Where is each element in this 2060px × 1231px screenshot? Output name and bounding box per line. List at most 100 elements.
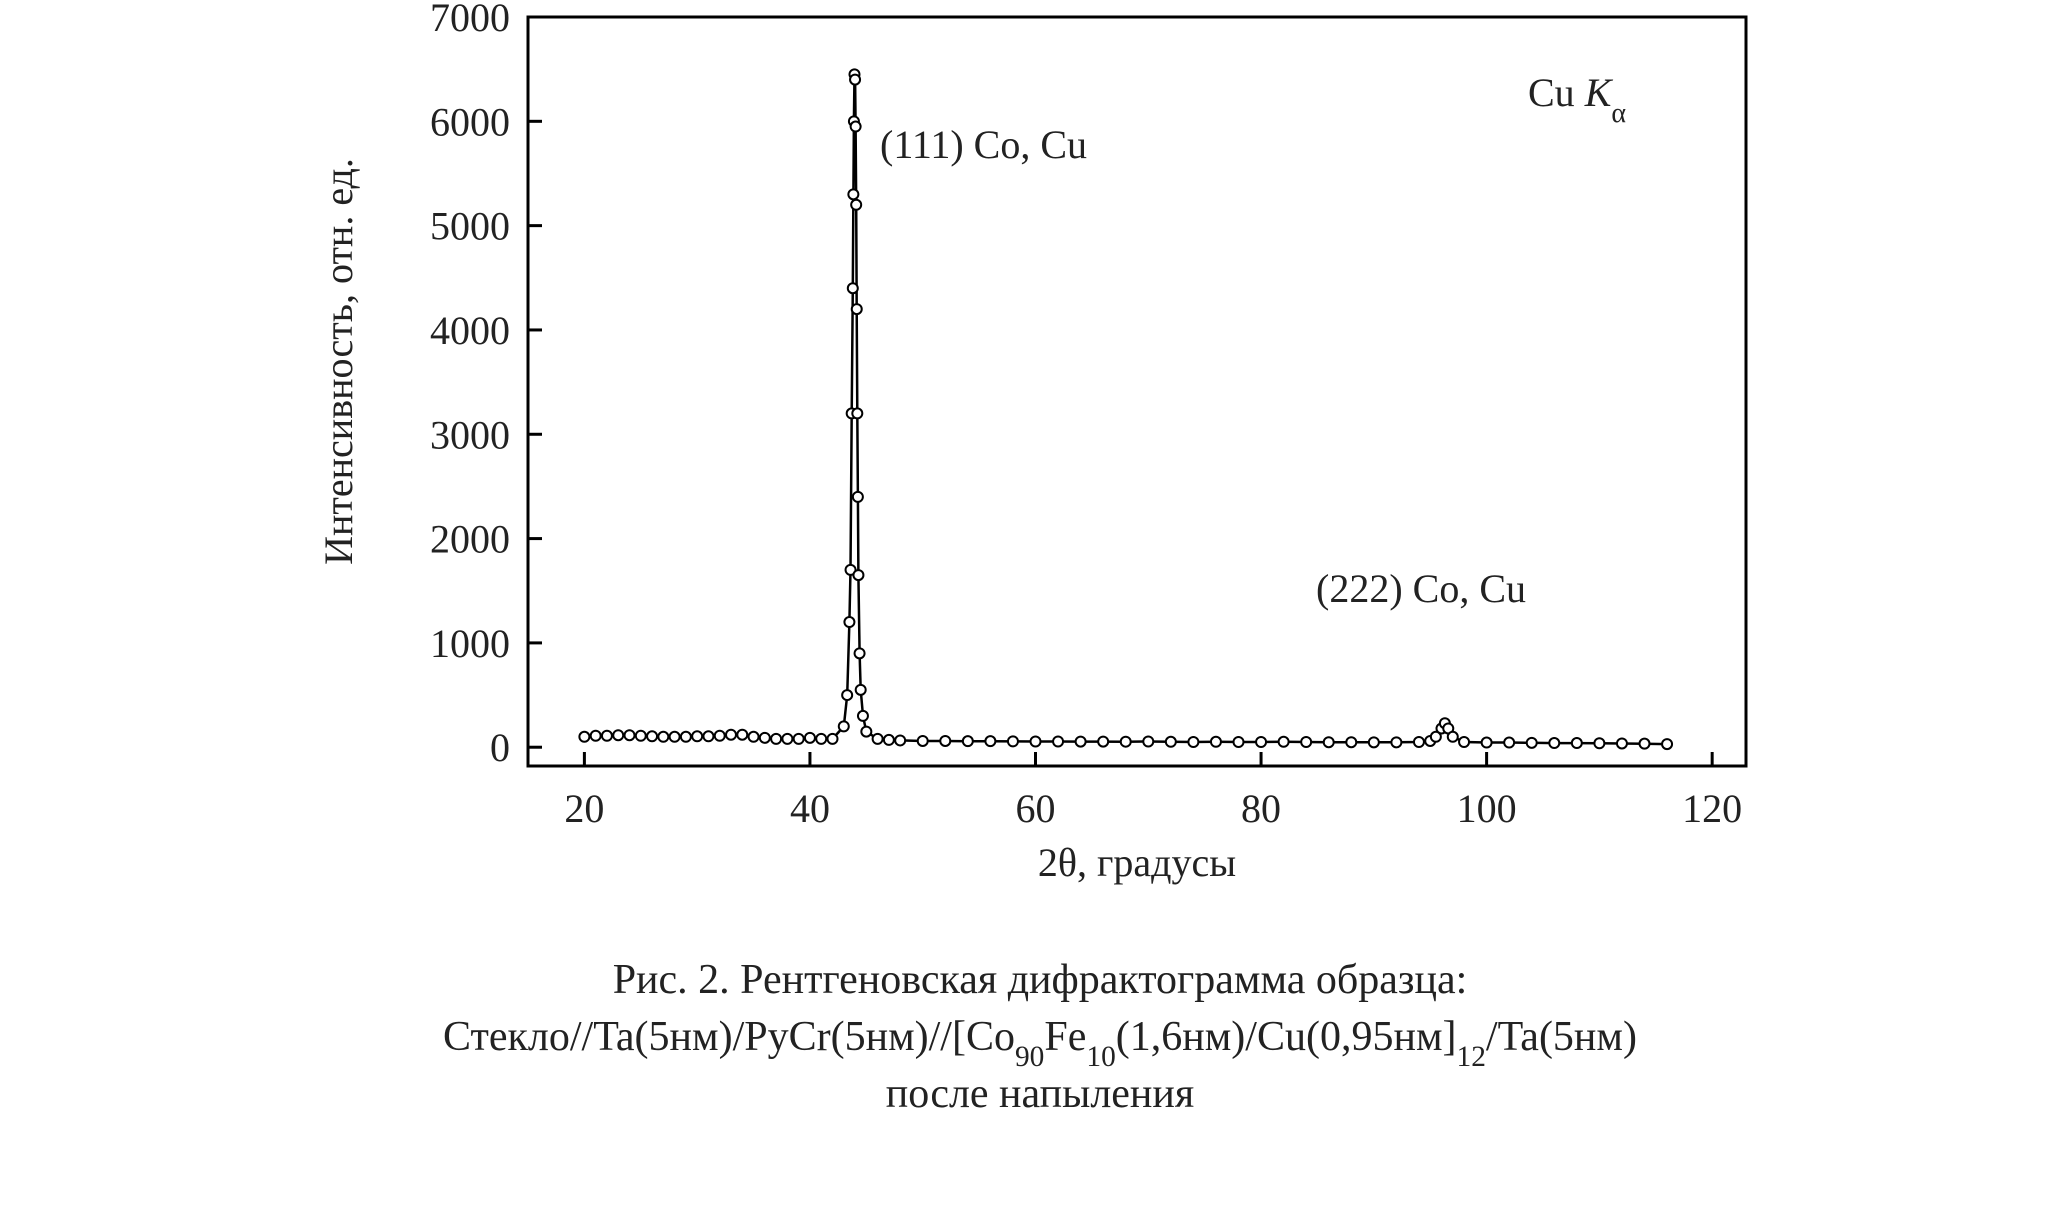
data-point [961,735,974,748]
data-point [736,728,749,741]
data-point [856,709,869,722]
data-point [1367,736,1380,749]
data-point [843,616,856,629]
annotation: (111) Co, Cu [880,122,1087,167]
data-point [1277,735,1290,748]
data-point [1638,737,1651,750]
data-point [850,198,863,211]
data-point [849,73,862,86]
y-tick-label: 0 [490,725,510,770]
data-point [851,407,864,420]
data-point [578,730,591,743]
data-point [1255,736,1268,749]
caption-line-part: 90 [1015,1041,1044,1073]
data-point [770,732,783,745]
data-point [679,730,692,743]
data-point [1300,736,1313,749]
y-tick-label: 1000 [430,621,510,666]
data-point [916,734,929,747]
data-point [1074,735,1087,748]
data-point [792,732,805,745]
data-point [747,730,760,743]
data-point [1412,736,1425,749]
data-point [589,729,602,742]
annotation-part: α [1611,98,1626,129]
data-point [882,733,895,746]
data-point [1390,736,1403,749]
data-point [1164,735,1177,748]
data-point [702,730,715,743]
x-tick-label: 60 [1016,786,1056,831]
annotation-part: Cu [1528,70,1585,115]
data-point [1570,737,1583,750]
caption-line: после напыления [886,1071,1194,1117]
data-line [584,74,1668,746]
data-point [854,683,867,696]
data-point [1006,735,1019,748]
data-point [939,734,952,747]
data-point [851,490,864,503]
y-tick-label: 5000 [430,204,510,249]
annotation: (222) Co, Cu [1316,566,1526,611]
data-point [826,732,839,745]
data-point [1052,735,1065,748]
data-point [860,725,873,738]
data-point [600,729,613,742]
data-point [846,282,859,295]
caption-line: Стекло//Ta(5нм)/PyCr(5нм)//[Co90Fe10(1,6… [443,1014,1637,1073]
data-point [1209,735,1222,748]
data-point [837,720,850,733]
data-point [758,731,771,744]
caption-line-part: Стекло//Ta(5нм)/PyCr(5нм)//[Co [443,1014,1015,1060]
data-point [849,120,862,133]
data-point [623,729,636,742]
data-point [781,732,794,745]
data-point [803,731,816,744]
x-tick-label: 40 [790,786,830,831]
data-point [1429,730,1442,743]
data-point [1480,736,1493,749]
data-point [1119,735,1132,748]
y-axis-label: Интенсивность, отн. ед. [316,158,361,565]
caption-line-part: (1,6нм)/Cu(0,95нм] [1116,1014,1457,1060]
data-point [1525,736,1538,749]
annotation-part: (222) Co, Cu [1316,566,1526,611]
caption-line-part: 12 [1457,1041,1486,1073]
data-point [1503,736,1516,749]
data-point [1593,737,1606,750]
y-tick-label: 6000 [430,99,510,144]
data-point [1345,736,1358,749]
y-tick-label: 3000 [430,412,510,457]
x-tick-label: 80 [1241,786,1281,831]
data-point [1615,737,1628,750]
data-point [1548,737,1561,750]
x-tick-label: 20 [564,786,604,831]
x-tick-label: 120 [1682,786,1742,831]
data-point [847,188,860,201]
data-point [1458,736,1471,749]
annotation-part: (111) Co, Cu [880,122,1087,167]
caption-line-part: после напыления [886,1071,1194,1117]
y-tick-label: 2000 [430,517,510,562]
data-point [1097,735,1110,748]
data-point [894,734,907,747]
plot-frame [526,15,1748,768]
data-point [646,730,659,743]
x-axis-label: 2θ, градусы [1038,840,1236,885]
data-point [725,728,737,741]
data-point [1446,730,1459,743]
caption-line-part: 10 [1086,1041,1115,1073]
data-point [1232,736,1245,749]
x-tick-label: 100 [1457,786,1517,831]
data-point [984,735,997,748]
data-point [634,729,647,742]
data-point [850,303,863,316]
caption-line-part: Fe [1044,1014,1086,1060]
annotation: Cu Kα [1528,70,1626,129]
data-point [691,730,704,743]
annotation-part: K [1584,70,1614,115]
data-point [1322,736,1335,749]
data-point [1142,735,1155,748]
data-point [713,729,726,742]
